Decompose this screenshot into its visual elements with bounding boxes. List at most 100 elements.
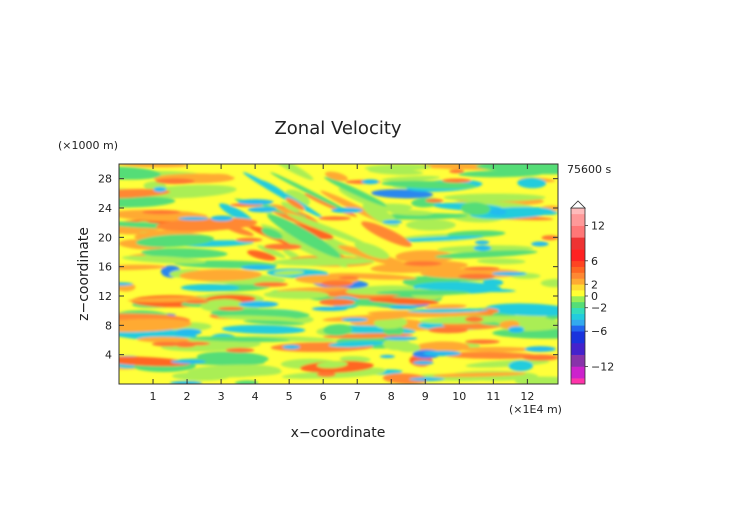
colorbar-tick-label: −6 [591, 325, 607, 338]
x-tick-label: 9 [422, 390, 429, 403]
velocity-band [485, 303, 558, 317]
velocity-core [170, 359, 206, 364]
velocity-band [324, 176, 387, 207]
velocity-band [235, 380, 259, 384]
y-tick-label: 4 [105, 349, 112, 362]
velocity-band [371, 189, 434, 199]
velocity-core [174, 328, 202, 336]
velocity-core [382, 220, 403, 224]
velocity-core [464, 316, 484, 323]
colorbar-tick-label: 2 [591, 278, 598, 291]
velocity-band [217, 315, 297, 321]
colorbar-swatch [571, 237, 585, 250]
velocity-band [137, 336, 190, 343]
x-tick-label: 12 [520, 390, 534, 403]
velocity-band [364, 164, 432, 171]
velocity-band [172, 372, 229, 381]
velocity-core [508, 326, 525, 333]
velocity-core [318, 216, 351, 221]
colorbar-swatch [571, 266, 585, 273]
velocity-band [420, 268, 523, 279]
velocity-band [415, 341, 470, 353]
velocity-band [286, 213, 368, 246]
velocity-core [341, 317, 368, 322]
velocity-band [376, 290, 471, 296]
y-tick-label: 12 [98, 290, 112, 303]
velocity-band [285, 189, 310, 206]
x-tick-label: 1 [150, 390, 157, 403]
velocity-band [390, 210, 433, 216]
velocity-core [282, 344, 301, 350]
velocity-band [119, 264, 166, 271]
x-tick-label: 10 [452, 390, 466, 403]
velocity-core [237, 199, 274, 205]
velocity-core [474, 240, 490, 245]
y-tick-label: 20 [98, 231, 112, 244]
y-tick-label: 16 [98, 261, 112, 274]
velocity-band [122, 255, 207, 264]
velocity-band [477, 258, 526, 265]
velocity-band [119, 356, 191, 367]
velocity-band [508, 360, 534, 372]
colorbar-swatch [571, 325, 585, 332]
velocity-band [266, 164, 314, 181]
colorbar-swatch [571, 307, 585, 314]
velocity-band [316, 361, 348, 369]
velocity-band [517, 177, 547, 189]
velocity-core [331, 207, 363, 213]
colorbar: 12 6 20−2 −6 −12 [570, 200, 614, 385]
velocity-band [179, 269, 262, 282]
velocity-band [219, 203, 253, 223]
x-unit-label: (×1E4 m) [509, 403, 562, 416]
velocity-band [273, 270, 304, 276]
velocity-core [155, 178, 195, 185]
plot-area [119, 164, 558, 384]
y-tick-label: 8 [105, 319, 112, 332]
velocity-band [381, 175, 440, 182]
velocity-core [338, 276, 359, 280]
colorbar-swatch [571, 319, 585, 326]
velocity-core [321, 280, 354, 287]
velocity-core [489, 208, 507, 216]
velocity-band [257, 245, 286, 258]
velocity-band [328, 340, 386, 348]
velocity-band [540, 278, 558, 288]
velocity-core [225, 347, 255, 353]
velocity-core [142, 209, 181, 215]
plot-frame [118, 163, 559, 385]
velocity-band [383, 338, 411, 351]
velocity-core [311, 306, 348, 311]
colorbar-tick-label: 6 [591, 255, 598, 268]
velocity-core [379, 354, 395, 359]
time-label: 75600 s [567, 163, 611, 176]
velocity-band [281, 201, 300, 213]
velocity-band [536, 210, 558, 216]
colorbar-tick-label: 0 [591, 290, 598, 303]
velocity-core [316, 372, 336, 377]
velocity-band [243, 319, 305, 326]
velocity-band [470, 206, 554, 220]
velocity-band [360, 367, 386, 375]
x-axis-label: x−coordinate [291, 425, 386, 441]
velocity-band [339, 356, 371, 363]
velocity-band [141, 248, 228, 259]
velocity-band [460, 202, 491, 216]
velocity-bands [119, 164, 558, 384]
colorbar-swatch [571, 260, 585, 267]
velocity-band [407, 308, 489, 313]
colorbar-swatch [571, 331, 585, 344]
velocity-core [247, 206, 277, 213]
velocity-band [413, 286, 516, 293]
colorbar-swatch [571, 313, 585, 320]
velocity-core [263, 243, 302, 250]
colorbar-swatch [571, 342, 585, 355]
velocity-band [432, 372, 527, 378]
velocity-core [428, 326, 468, 334]
y-axis-label: z−coordinate [76, 227, 92, 321]
velocity-core [218, 306, 244, 311]
velocity-band [119, 166, 161, 180]
velocity-band [285, 197, 305, 211]
y-unit-label: (×1000 m) [58, 139, 118, 152]
velocity-core [541, 235, 558, 241]
velocity-band [446, 230, 506, 238]
